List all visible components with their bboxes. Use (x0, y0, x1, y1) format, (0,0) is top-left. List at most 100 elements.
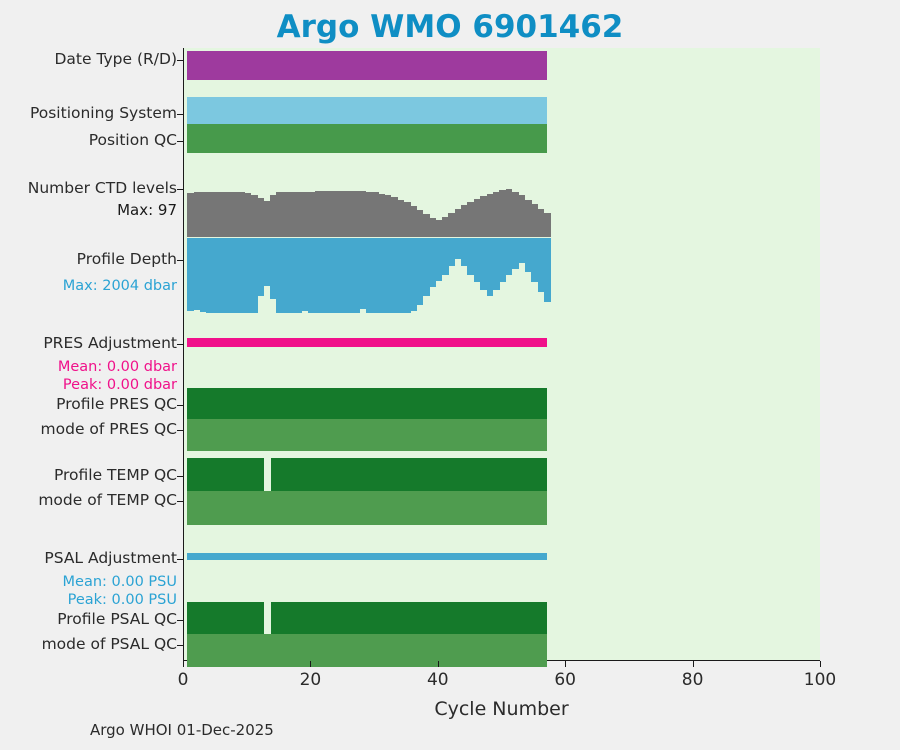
bar (289, 191, 296, 237)
xticklabel-40: 40 (426, 670, 449, 690)
ytick-positioning (177, 114, 184, 115)
bar (461, 205, 468, 237)
row-label-positioning-system: Positioning System (29, 104, 177, 122)
bar (187, 388, 548, 419)
bar (257, 238, 265, 297)
bar (187, 338, 548, 347)
footer-credit: Argo WHOI 01-Dec-2025 (90, 721, 274, 739)
bar (448, 213, 456, 237)
bar (422, 238, 430, 297)
xtick-40 (437, 661, 439, 667)
row-sublabel-ctd-max: Max: 97 (117, 201, 177, 219)
series-profile-pres-qc (184, 388, 821, 419)
bar (187, 97, 548, 124)
bar (187, 553, 548, 560)
bar (416, 209, 424, 237)
bar (206, 238, 214, 313)
bar (410, 206, 417, 237)
bar (435, 219, 443, 237)
series-position-qc (184, 124, 821, 153)
bar (429, 238, 436, 288)
bar (346, 190, 354, 237)
bar (378, 193, 386, 237)
bar (359, 238, 366, 310)
bar (187, 491, 548, 525)
bar (384, 195, 392, 237)
bar (276, 191, 284, 237)
bar (467, 201, 475, 237)
series-pres-adjustment (184, 338, 821, 347)
bar (231, 191, 239, 237)
bar (225, 238, 233, 313)
bar-segment (187, 602, 265, 634)
bar (308, 191, 315, 237)
row-sublabel-depth-max: Max: 2004 dbar (62, 278, 177, 294)
bar (422, 214, 430, 237)
ytick-profile-pres-qc (177, 405, 184, 406)
bar (499, 238, 507, 283)
xtick-60 (565, 661, 567, 667)
row-sublabel-pres-peak: Peak: 0.00 dbar (62, 377, 177, 393)
xtick-0 (183, 661, 184, 667)
row-sublabel-pres-mean: Mean: 0.00 dbar (57, 359, 177, 375)
bar (212, 191, 220, 237)
row-label-profile-psal-qc: Profile PSAL QC (57, 610, 177, 628)
bar (314, 238, 322, 313)
bar (416, 238, 424, 306)
ytick-pres-adjustment (177, 344, 184, 345)
bar-segment (187, 458, 265, 491)
bar (537, 238, 545, 293)
bar (320, 238, 328, 313)
x-axis-title: Cycle Number (434, 698, 569, 720)
bar (187, 238, 194, 312)
bar (499, 190, 507, 237)
bar (250, 238, 258, 313)
ytick-position-qc (177, 141, 184, 142)
bar (187, 419, 548, 451)
bar (193, 191, 201, 237)
bar (492, 238, 500, 291)
bar (524, 238, 532, 272)
bar (238, 238, 245, 313)
bar (238, 192, 245, 237)
plot-area (183, 48, 821, 667)
bar (333, 238, 341, 313)
bar (441, 217, 449, 237)
row-label-date-type: Date Type (R/D) (54, 50, 177, 68)
ytick-profile-psal-qc (177, 620, 184, 621)
bar (486, 238, 494, 297)
bar (352, 238, 360, 313)
bar (231, 238, 239, 313)
xticklabel-80: 80 (681, 670, 704, 690)
series-mode-of-temp-qc (184, 491, 821, 525)
bar (340, 238, 347, 313)
xtick-80 (692, 661, 694, 667)
bar (187, 634, 548, 667)
bar (378, 238, 386, 313)
series-mode-of-pres-qc (184, 419, 821, 451)
bar (219, 191, 226, 237)
row-sublabel-psal-mean: Mean: 0.00 PSU (62, 574, 177, 590)
row-label-mode-of-temp-qc: mode of TEMP QC (38, 491, 177, 509)
row-label-number-ctd-levels: Number CTD levels (27, 179, 177, 197)
row-sublabel-psal-peak: Peak: 0.00 PSU (67, 592, 177, 608)
bar (371, 238, 379, 313)
row-label-mode-of-psal-qc: mode of PSAL QC (41, 635, 177, 653)
bar (289, 238, 296, 313)
bar (263, 200, 271, 237)
bar (187, 192, 194, 237)
bar (397, 238, 405, 313)
bar (276, 238, 284, 313)
bar (199, 238, 207, 313)
ytick-date-type (177, 60, 184, 61)
bar (531, 238, 538, 283)
bar (295, 238, 303, 313)
bar (301, 238, 309, 312)
xticklabel-100: 100 (803, 670, 837, 690)
ytick-mode-pres-qc (177, 430, 184, 431)
bar (473, 238, 481, 283)
bar (371, 192, 379, 237)
bar-segment (270, 458, 548, 491)
series-date-type-r-d (184, 51, 821, 80)
row-label-psal-adjustment: PSAL Adjustment (44, 549, 177, 567)
